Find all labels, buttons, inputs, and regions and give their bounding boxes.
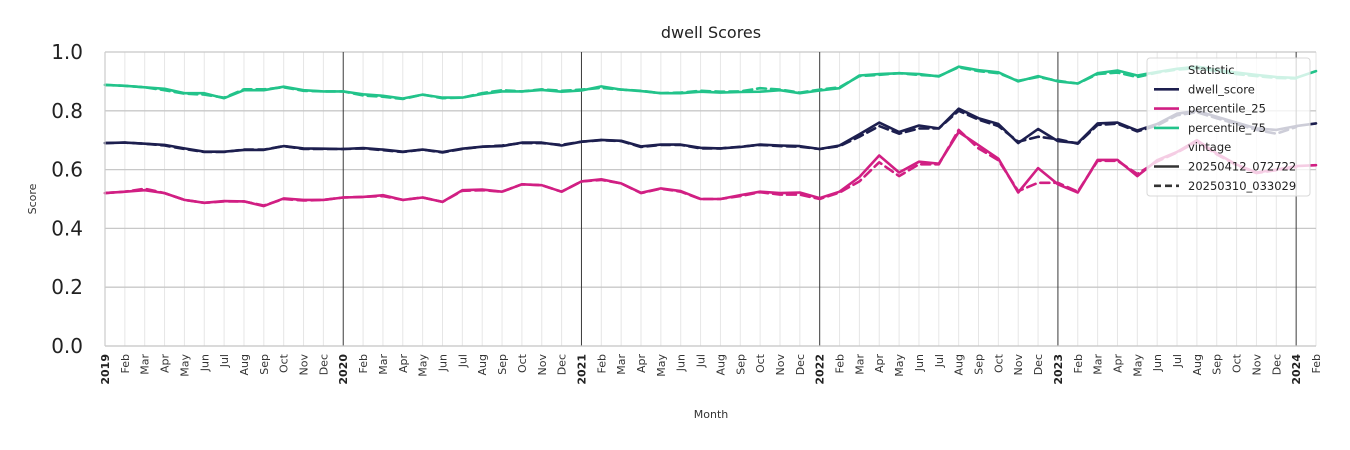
x-tick-label: Dec [317,354,330,375]
x-tick-label: Aug [238,354,251,375]
legend-label-vintage: 20250310_033029 [1188,179,1296,193]
x-tick-label: Jun [436,354,449,372]
legend-box [1146,57,1311,197]
x-tick-label: Sep [496,354,509,375]
x-tick-label: May [417,354,430,377]
series-lines [103,65,1318,208]
x-tick-label: Mar [853,354,866,375]
x-tick-label: 2019 [99,354,112,385]
legend: Statistic dwell_score percentile_25percent… [1146,57,1311,197]
x-tick-label: 2022 [814,354,827,385]
x-tick-label: May [893,354,906,377]
x-tick-label: Feb [357,354,370,373]
x-tick-label: Aug [714,354,727,375]
x-tick-label: Jun [1151,354,1164,372]
minor-gridlines [124,52,1317,346]
x-tick-label: Nov [1250,354,1263,376]
x-tick-label: 2021 [575,354,588,385]
x-tick-label: Sep [734,354,747,375]
x-tick-label: Dec [1270,354,1283,375]
x-tick-label: May [1131,354,1144,377]
x-tick-label: Feb [595,354,608,373]
y-tick-label: 1.0 [51,40,83,64]
x-tick-label: Dec [556,354,569,375]
x-tick-label: Feb [1310,354,1323,373]
series-line-percentile-75-dashed [103,66,1298,101]
x-tick-label: Sep [258,354,271,375]
x-tick-label: 2023 [1052,354,1065,385]
x-tick-label: Sep [973,354,986,375]
x-tick-label: Oct [754,353,767,373]
x-tick-label: Apr [635,354,648,374]
x-tick-label: Oct [1231,353,1244,373]
x-tick-label: Jul [456,354,469,368]
x-tick-label: Jul [218,354,231,368]
x-tick-label: Jul [1171,354,1184,368]
x-tick-label: 2020 [337,354,350,385]
y-tick-labels: 0.0 0.2 0.4 0.6 0.8 1.0 [51,40,83,358]
x-tick-label: Aug [953,354,966,375]
x-tick-label: 2024 [1290,354,1303,385]
x-tick-label: Mar [139,354,152,375]
y-tick-label: 0.8 [51,99,83,123]
legend-label-vintage: 20250412_072722 [1188,160,1296,174]
x-tick-label: Feb [1072,354,1085,373]
x-tick-label: Dec [794,354,807,375]
legend-label-percentile-25: percentile_25 [1188,102,1266,116]
x-tick-label: Oct [516,353,529,373]
series-line-percentile-75-solid [103,65,1318,100]
x-tick-label: Apr [1111,354,1124,374]
x-tick-label: Jul [933,354,946,368]
legend-label-percentile-75: percentile_75 [1188,121,1266,135]
x-tick-label: Mar [377,354,390,375]
x-axis-label: Month [694,408,729,421]
x-tick-label: Nov [1012,354,1025,376]
x-tick-label: Apr [159,354,172,374]
x-tick-label: Oct [278,353,291,373]
y-axis-label: Score [26,183,39,214]
series-line-percentile-25-dashed [103,128,1298,207]
x-tick-label: Feb [834,354,847,373]
x-tick-labels: 2019 Feb Mar Apr May Jun Jul Aug Sep Oct Nov Dec 202… [99,353,1323,384]
x-tick-label: Mar [1092,354,1105,375]
x-tick-label: Jun [913,354,926,372]
axes-frame [104,52,1316,347]
y-tick-label: 0.2 [51,275,83,299]
y-tick-label: 0.6 [51,158,83,182]
y-tick-label: 0.0 [51,334,83,358]
x-tick-label: May [178,354,191,377]
x-tick-label: Jun [675,354,688,372]
x-tick-label: Oct [992,353,1005,373]
x-tick-label: Jun [198,354,211,372]
x-tick-label: Nov [774,354,787,376]
series-line-dwell-score-dashed [103,109,1298,154]
legend-title-statistic: Statistic [1188,63,1235,77]
x-tick-label: Apr [873,354,886,374]
x-tick-label: Nov [536,354,549,376]
x-tick-label: Dec [1032,354,1045,375]
x-tick-label: Sep [1211,354,1224,375]
chart-title: dwell Scores [661,23,761,42]
legend-title-vintage: vintage [1188,140,1231,154]
y-tick-label: 0.4 [51,216,83,240]
x-tick-label: Mar [615,354,628,375]
legend-label-dwell-score: dwell_score [1188,82,1255,96]
x-tick-label: Aug [1191,354,1204,375]
x-tick-label: Jul [695,354,708,368]
x-tick-label: Apr [397,354,410,374]
x-tick-label: Aug [476,354,489,375]
x-tick-label: Nov [298,354,311,376]
x-tick-label: May [655,354,668,377]
x-tick-label: Feb [119,354,132,373]
